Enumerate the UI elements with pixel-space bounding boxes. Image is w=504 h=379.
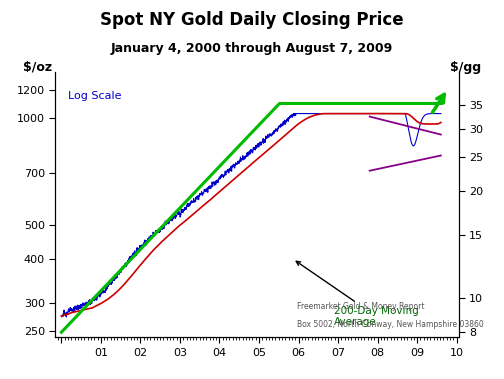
Text: Spot NY Gold Daily Closing Price: Spot NY Gold Daily Closing Price xyxy=(100,11,404,29)
Text: Box 5002, North Conway, New Hampshire 03860: Box 5002, North Conway, New Hampshire 03… xyxy=(297,320,484,329)
Text: Log Scale: Log Scale xyxy=(68,91,121,100)
Text: $/oz: $/oz xyxy=(23,61,52,74)
Text: January 4, 2000 through August 7, 2009: January 4, 2000 through August 7, 2009 xyxy=(111,42,393,55)
Text: $/gg: $/gg xyxy=(450,61,481,74)
Text: 200-Day Moving
Average: 200-Day Moving Average xyxy=(296,261,419,327)
Text: Freemarket Gold & Money Report: Freemarket Gold & Money Report xyxy=(297,302,425,311)
